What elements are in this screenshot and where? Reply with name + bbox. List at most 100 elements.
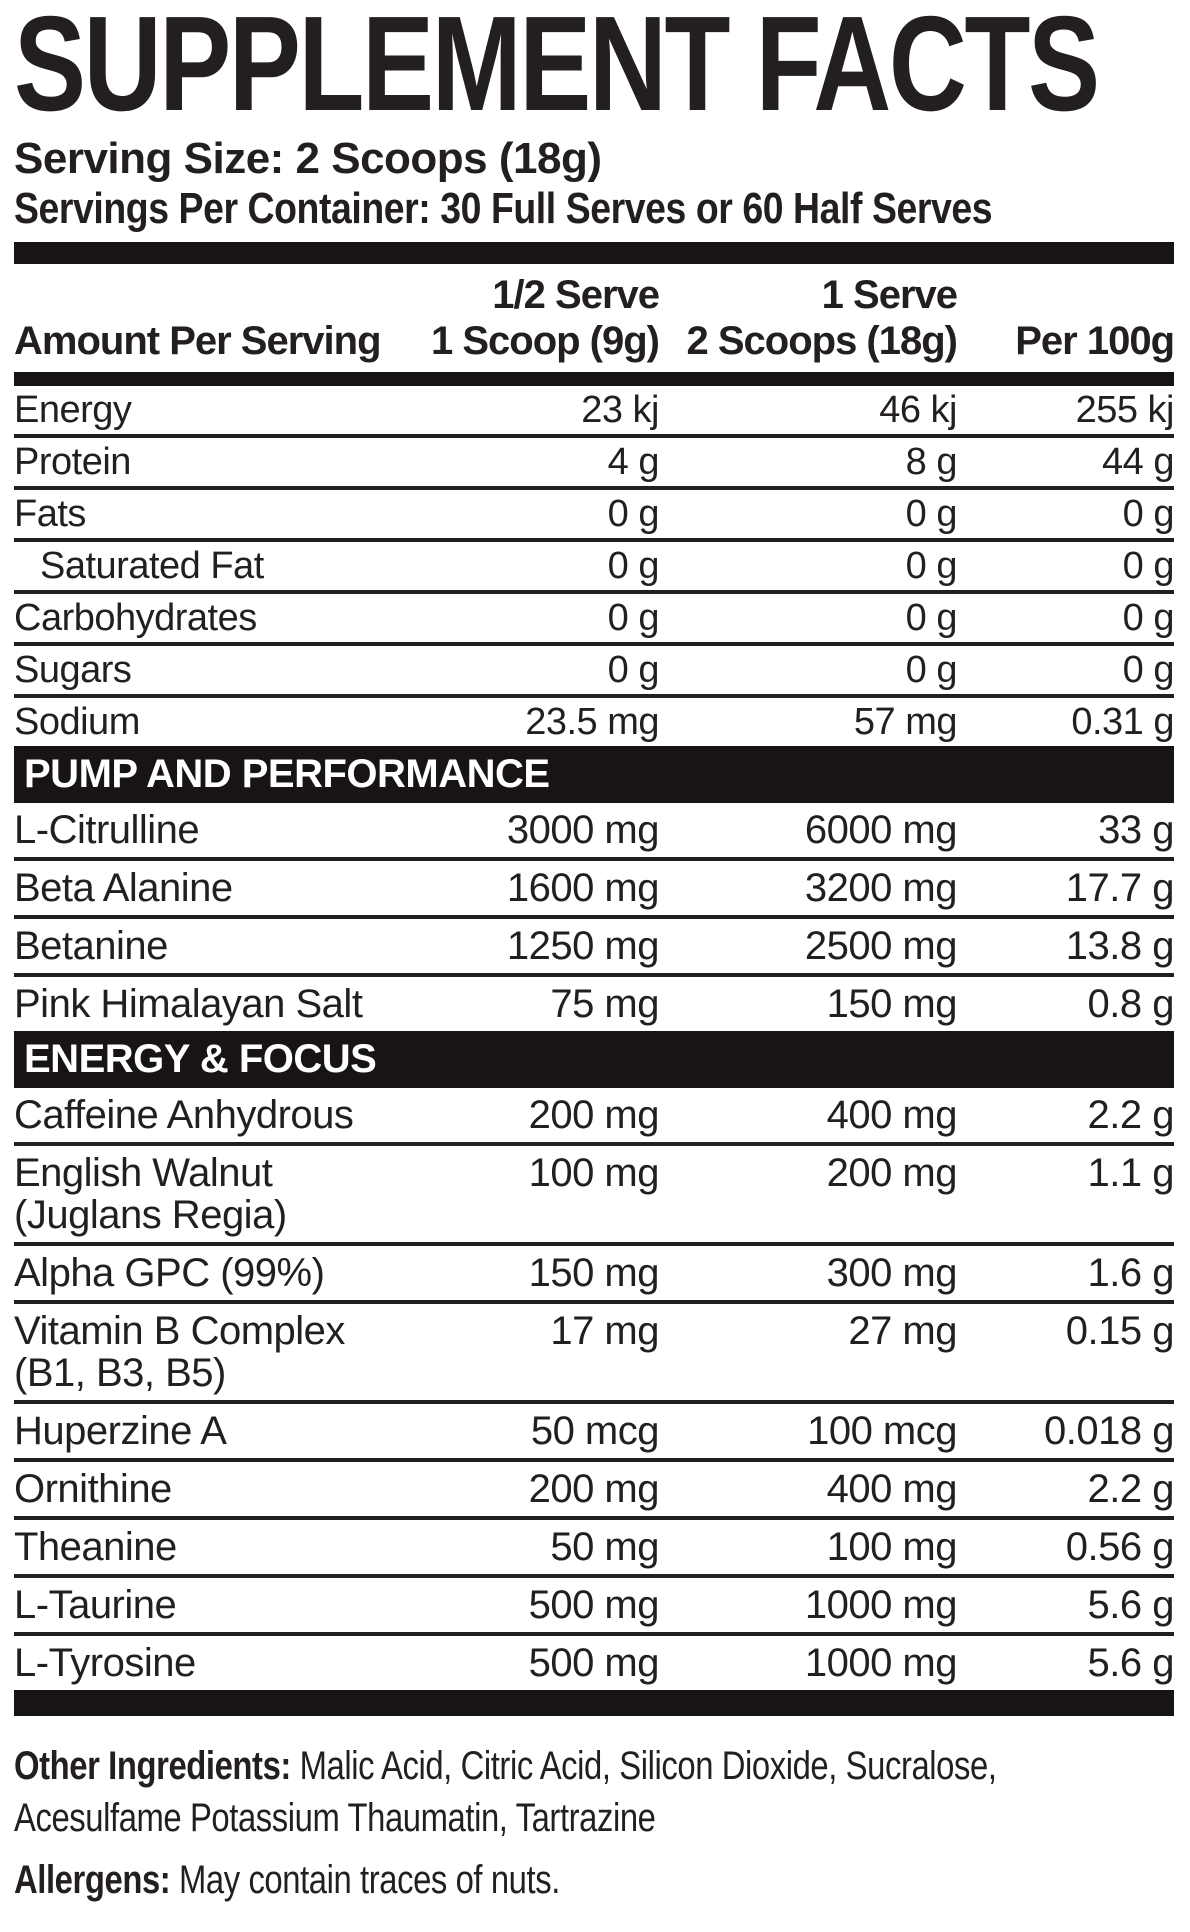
section-header-title: PUMP AND PERFORMANCE	[24, 752, 550, 796]
table-row: L-Taurine 500 mg 1000 mg 5.6 g	[14, 1578, 1175, 1636]
nutrient-name: Carbohydrates	[14, 598, 414, 638]
value-per-100g: 0.31 g	[1071, 701, 1174, 743]
table-row: Beta Alanine 1600 mg 3200 mg 17.7 g	[14, 861, 1175, 919]
nutrient-name-line: Carbohydrates	[14, 597, 257, 639]
nutrient-name: Sodium	[14, 702, 414, 742]
value-one-serve: 400 mg	[826, 1093, 958, 1137]
value-half-serve: 0 g	[607, 545, 660, 587]
value-half-serve: 50 mg	[550, 1525, 659, 1569]
value-one-serve: 0 g	[905, 545, 958, 587]
nutrient-name-line: Saturated Fat	[40, 545, 264, 587]
value-one-serve: 3200 mg	[804, 866, 958, 910]
value-per-100g: 0.018 g	[1044, 1409, 1174, 1453]
section-header-title: ENERGY & FOCUS	[24, 1037, 377, 1081]
value-half-serve: 0 g	[607, 597, 660, 639]
value-one-serve: 8 g	[905, 441, 958, 483]
column-header-amount: Amount Per Serving	[14, 319, 382, 363]
value-per-100g: 0 g	[1122, 597, 1175, 639]
value-one-serve: 46 kj	[879, 389, 957, 431]
value-half-serve: 500 mg	[528, 1583, 660, 1627]
row-group: L-Citrulline 3000 mg 6000 mg 33 g Beta Alani…	[14, 803, 1175, 1031]
other-ingredients-text-line2: Acesulfame Potassium Thaumatin, Tartrazi…	[14, 1796, 656, 1840]
nutrient-name: Pink Himalayan Salt	[14, 983, 414, 1025]
value-one-serve: 2500 mg	[804, 924, 958, 968]
column-header-half-serve-line1: 1/2 Serve	[492, 273, 660, 317]
nutrient-name-line: English Walnut	[14, 1151, 273, 1195]
table-row: L-Tyrosine 500 mg 1000 mg 5.6 g	[14, 1636, 1175, 1690]
table-row: Vitamin B Complex (B1, B3, B5) 17 mg 27 mg 0…	[14, 1304, 1175, 1404]
value-per-100g: 33 g	[1098, 808, 1174, 852]
nutrient-name-line: Theanine	[14, 1525, 177, 1569]
table-row: Sodium 23.5 mg 57 mg 0.31 g	[14, 698, 1175, 746]
section-header: PUMP AND PERFORMANCE	[14, 746, 1174, 803]
value-one-serve: 400 mg	[826, 1467, 958, 1511]
value-half-serve: 200 mg	[528, 1093, 660, 1137]
value-half-serve: 4 g	[607, 441, 660, 483]
table-row: Ornithine 200 mg 400 mg 2.2 g	[14, 1462, 1175, 1520]
table-row: Caffeine Anhydrous 200 mg 400 mg 2.2 g	[14, 1088, 1175, 1146]
nutrient-name: Saturated Fat	[14, 546, 414, 586]
value-half-serve: 23 kj	[581, 389, 659, 431]
table-row: Carbohydrates 0 g 0 g 0 g	[14, 594, 1175, 646]
nutrient-name-line: Energy	[14, 389, 132, 431]
column-header-one-serve: 1 Serve 2 Scoops (18g)	[659, 272, 958, 364]
row-group: Caffeine Anhydrous 200 mg 400 mg 2.2 g Engli…	[14, 1088, 1175, 1690]
value-per-100g: 13.8 g	[1065, 924, 1175, 968]
value-one-serve: 1000 mg	[804, 1583, 958, 1627]
nutrient-name-line: L-Tyrosine	[14, 1641, 196, 1685]
value-one-serve: 0 g	[905, 493, 958, 535]
other-ingredients-label: Other Ingredients:	[14, 1744, 291, 1788]
other-ingredients: Other Ingredients: Malic Acid, Citric Ac…	[14, 1740, 1174, 1844]
value-per-100g: 1.1 g	[1087, 1151, 1175, 1195]
nutrient-name: Huperzine A	[14, 1410, 414, 1452]
value-half-serve: 1600 mg	[506, 866, 660, 910]
value-half-serve: 100 mg	[528, 1151, 660, 1195]
table-row: Saturated Fat 0 g 0 g 0 g	[14, 542, 1175, 594]
value-per-100g: 44 g	[1102, 441, 1174, 483]
table-row: Sugars 0 g 0 g 0 g	[14, 646, 1175, 698]
value-per-100g: 0.8 g	[1087, 982, 1175, 1026]
nutrient-name-line: (B1, B3, B5)	[14, 1351, 226, 1395]
table-row: Pink Himalayan Salt 75 mg 150 mg 0.8 g	[14, 977, 1175, 1031]
nutrient-name-line: Ornithine	[14, 1467, 172, 1511]
nutrient-name-line: Fats	[14, 493, 86, 535]
value-per-100g: 2.2 g	[1087, 1467, 1175, 1511]
value-one-serve: 0 g	[905, 597, 958, 639]
value-per-100g: 0 g	[1122, 545, 1175, 587]
value-per-100g: 255 kj	[1075, 389, 1175, 431]
other-ingredients-text-line1: Malic Acid, Citric Acid, Silicon Dioxide…	[290, 1744, 997, 1788]
table-body: Energy 23 kj 46 kj 255 kj Protein 4 g 8 g 44 g F…	[14, 386, 1175, 1690]
value-half-serve: 3000 mg	[506, 808, 660, 852]
label-title: SUPPLEMENT FACTS	[14, 0, 1100, 139]
value-half-serve: 17 mg	[550, 1309, 659, 1353]
value-half-serve: 75 mg	[550, 982, 659, 1026]
value-per-100g: 0.56 g	[1065, 1525, 1175, 1569]
value-half-serve: 0 g	[607, 649, 660, 691]
value-per-100g: 5.6 g	[1087, 1641, 1175, 1685]
table-row: Fats 0 g 0 g 0 g	[14, 490, 1175, 542]
nutrient-name: Vitamin B Complex (B1, B3, B5)	[14, 1310, 414, 1394]
nutrient-name-line: Beta Alanine	[14, 866, 233, 910]
nutrient-name-line: Alpha GPC (99%)	[14, 1251, 325, 1295]
nutrient-name-line: Protein	[14, 441, 131, 483]
nutrient-name: English Walnut (Juglans Regia)	[14, 1152, 414, 1236]
column-header-per-100g: Per 100g	[1015, 319, 1175, 363]
value-per-100g: 0.15 g	[1065, 1309, 1175, 1353]
nutrient-name-line: Sugars	[14, 649, 132, 691]
nutrient-name: Alpha GPC (99%)	[14, 1252, 414, 1294]
nutrient-name-line: L-Taurine	[14, 1583, 177, 1627]
allergens: Allergens: May contain traces of nuts.	[14, 1858, 1174, 1902]
table-row: English Walnut (Juglans Regia) 100 mg 200 m…	[14, 1146, 1175, 1246]
table-row: Alpha GPC (99%) 150 mg 300 mg 1.6 g	[14, 1246, 1175, 1304]
table-row: L-Citrulline 3000 mg 6000 mg 33 g	[14, 803, 1175, 861]
nutrient-name-line: Caffeine Anhydrous	[14, 1093, 354, 1137]
nutrient-name: Ornithine	[14, 1468, 414, 1510]
value-per-100g: 17.7 g	[1065, 866, 1175, 910]
nutrient-name: L-Citrulline	[14, 809, 414, 851]
nutrient-name: L-Taurine	[14, 1584, 414, 1626]
value-per-100g: 1.6 g	[1087, 1251, 1175, 1295]
nutrient-name: Fats	[14, 494, 414, 534]
column-header-one-serve-line2: 2 Scoops (18g)	[686, 319, 958, 363]
value-one-serve: 150 mg	[826, 982, 958, 1026]
value-one-serve: 100 mg	[826, 1525, 958, 1569]
